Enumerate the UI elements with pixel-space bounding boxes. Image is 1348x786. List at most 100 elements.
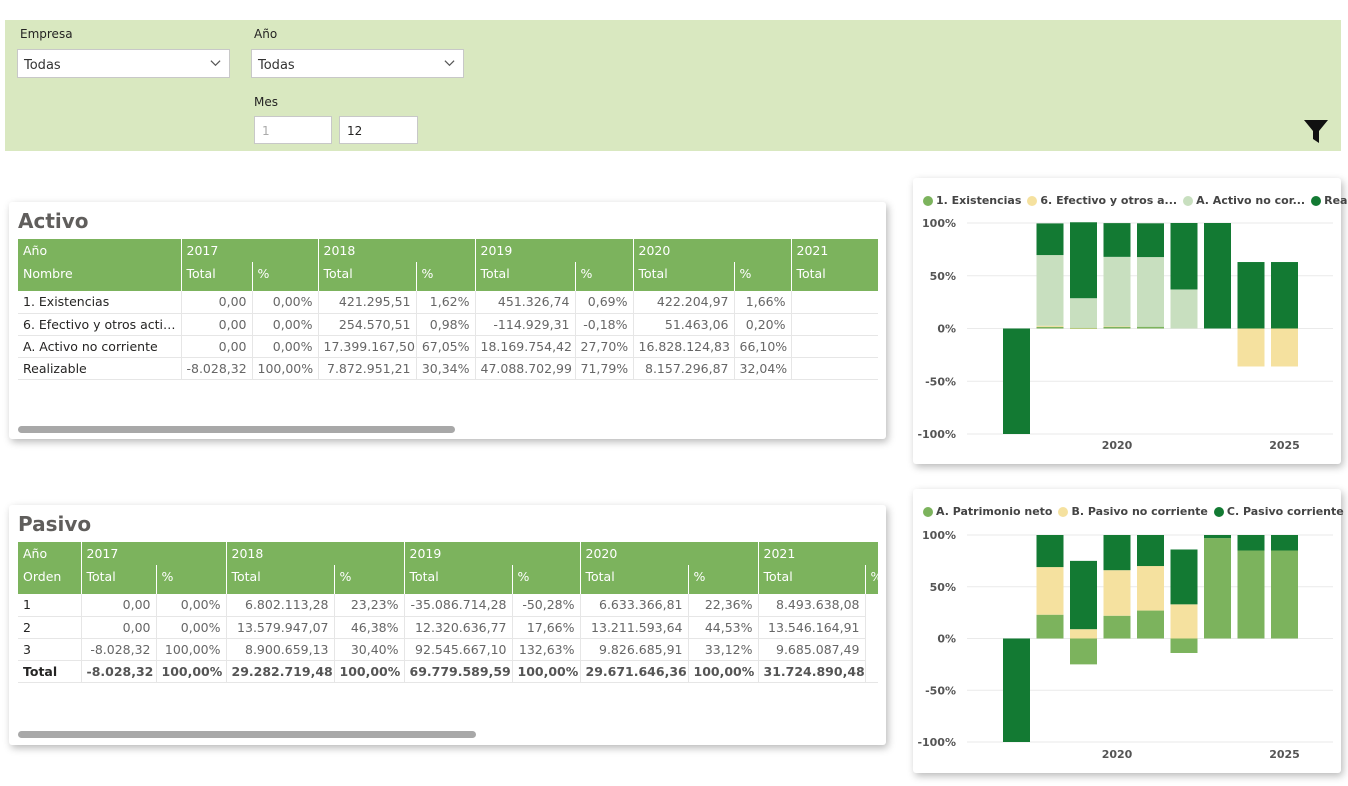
legend-item[interactable]: C. Pasivo corriente	[1213, 505, 1344, 518]
bar-segment[interactable]	[1070, 327, 1097, 329]
bar-segment[interactable]	[1070, 222, 1097, 299]
total-header[interactable]: Total	[791, 262, 878, 291]
bar-segment[interactable]	[1036, 325, 1064, 327]
legend-item[interactable]: A. Activo no cor...	[1183, 194, 1305, 207]
bar-segment[interactable]	[1103, 256, 1131, 327]
bar-segment[interactable]	[1137, 223, 1164, 258]
pct-header[interactable]: %	[416, 262, 476, 291]
total-header[interactable]: Total	[318, 262, 417, 291]
bar-segment[interactable]	[1103, 326, 1131, 327]
bar-segment[interactable]	[1137, 610, 1164, 639]
pct-header[interactable]: %	[575, 262, 634, 291]
bar-segment[interactable]	[1204, 535, 1231, 539]
pct-header[interactable]: %	[512, 565, 581, 594]
bar-segment[interactable]	[1003, 328, 1030, 435]
bar-segment[interactable]	[1237, 535, 1265, 551]
bar-segment[interactable]	[1103, 326, 1131, 329]
bar-segment[interactable]	[1070, 328, 1097, 330]
bar-segment[interactable]	[1237, 328, 1265, 367]
year-2018[interactable]: 2018	[318, 239, 476, 262]
legend-item[interactable]: 1. Existencias	[923, 194, 1021, 207]
bar-segment[interactable]	[1137, 535, 1164, 567]
total-header[interactable]: Total	[475, 262, 576, 291]
bar-segment[interactable]	[1103, 223, 1131, 257]
table-row[interactable]: 6. Efectivo y otros activos... 0,00 0,00% 2…	[18, 313, 878, 336]
table-row[interactable]: 1 0,00 0,00% 6.802.113,28 23,23% -35.086.714,…	[18, 594, 878, 617]
total-header[interactable]: Total	[226, 565, 335, 594]
legend-item[interactable]: A. Patrimonio neto	[923, 505, 1052, 518]
bar-segment[interactable]	[1204, 223, 1231, 329]
mes-to-input[interactable]: 12	[339, 116, 418, 144]
bar-segment[interactable]	[1103, 570, 1131, 616]
bar-segment[interactable]	[1103, 615, 1131, 639]
pct-header[interactable]: %	[734, 262, 792, 291]
orden-header[interactable]: Orden	[18, 565, 82, 594]
total-header[interactable]: Total	[758, 565, 866, 594]
bar-segment[interactable]	[1036, 567, 1064, 615]
year-2019[interactable]: 2019	[404, 542, 581, 565]
horizontal-scrollbar[interactable]	[18, 426, 455, 433]
bar-segment[interactable]	[1271, 328, 1298, 367]
table-row[interactable]: 3 -8.028,32 100,00% 8.900.659,13 30,40% 92.54…	[18, 638, 878, 661]
anio-dropdown[interactable]: Todas	[251, 49, 464, 78]
legend-item[interactable]: B. Pasivo no corriente	[1058, 505, 1208, 518]
bar-segment[interactable]	[1036, 255, 1064, 326]
bar-segment[interactable]	[1070, 638, 1097, 665]
horizontal-scrollbar[interactable]	[18, 731, 476, 738]
pct-header[interactable]: %	[334, 565, 405, 594]
pct-header[interactable]: %	[252, 262, 319, 291]
total-header[interactable]: Total	[633, 262, 735, 291]
bar-segment[interactable]	[1036, 535, 1064, 568]
bar-segment[interactable]	[1003, 638, 1030, 743]
bar-segment[interactable]	[1170, 289, 1198, 329]
bar-segment[interactable]	[1137, 326, 1164, 329]
bar-segment[interactable]	[1137, 257, 1164, 327]
table-row[interactable]: A. Activo no corriente 0,00 0,00% 17.399.16…	[18, 335, 878, 358]
year-2020[interactable]: 2020	[633, 239, 792, 262]
bar-segment[interactable]	[1170, 604, 1198, 639]
year-2018[interactable]: 2018	[226, 542, 405, 565]
pct-header[interactable]: %	[156, 565, 227, 594]
year-2019[interactable]: 2019	[475, 239, 634, 262]
bar-segment[interactable]	[1036, 614, 1064, 639]
empresa-dropdown[interactable]: Todas	[17, 49, 230, 78]
total-header[interactable]: Total	[181, 262, 253, 291]
bar-segment[interactable]	[1036, 223, 1064, 256]
year-2020[interactable]: 2020	[580, 542, 759, 565]
year-2017[interactable]: 2017	[81, 542, 227, 565]
bar-segment[interactable]	[1103, 535, 1131, 571]
table-row[interactable]: 2 0,00 0,00% 13.579.947,07 46,38% 12.320.636,…	[18, 616, 878, 639]
bar-segment[interactable]	[1271, 550, 1298, 639]
table-row[interactable]: Realizable -8.028,32 100,00% 7.872.951,21 30…	[18, 357, 878, 380]
total-row[interactable]: Total -8.028,32 100,00% 29.282.719,48 100,00…	[18, 660, 878, 683]
bar-segment[interactable]	[1271, 535, 1298, 551]
year-2021[interactable]: 2021	[791, 239, 878, 262]
activo-table-scroll[interactable]: Año 2017 2018 2019 2020 2021 Nombre Tota…	[18, 239, 878, 384]
bar-segment[interactable]	[1070, 298, 1097, 328]
total-header[interactable]: Total	[404, 565, 513, 594]
year-2017[interactable]: 2017	[181, 239, 319, 262]
bar-segment[interactable]	[1170, 549, 1198, 605]
pasivo-table-scroll[interactable]: Año 2017 2018 2019 2020 2021 Orden Total…	[18, 542, 878, 687]
legend-item[interactable]: Realizable	[1311, 194, 1348, 207]
bar-segment[interactable]	[1237, 262, 1265, 329]
bar-segment[interactable]	[1070, 629, 1097, 639]
bar-segment[interactable]	[1271, 262, 1298, 329]
bar-segment[interactable]	[1170, 223, 1198, 290]
table-row[interactable]: 1. Existencias 0,00 0,00% 421.295,51 1,62% 45…	[18, 291, 878, 314]
legend-item[interactable]: 6. Efectivo y otros a...	[1027, 194, 1177, 207]
bar-segment[interactable]	[1137, 566, 1164, 611]
bar-segment[interactable]	[1204, 538, 1231, 639]
total-header[interactable]: Total	[81, 565, 157, 594]
total-header[interactable]: Total	[580, 565, 689, 594]
bar-segment[interactable]	[1237, 550, 1265, 639]
year-2021[interactable]: 2021	[758, 542, 878, 565]
bar-segment[interactable]	[1170, 638, 1198, 653]
bar-segment[interactable]	[1070, 560, 1097, 630]
nombre-header[interactable]: Nombre	[18, 262, 182, 291]
mes-from-input[interactable]: 1	[254, 116, 332, 144]
pct-header[interactable]: %	[865, 565, 878, 594]
bar-segment[interactable]	[1036, 326, 1064, 329]
pct-header[interactable]: %	[688, 565, 759, 594]
filter-icon[interactable]	[1302, 117, 1330, 145]
